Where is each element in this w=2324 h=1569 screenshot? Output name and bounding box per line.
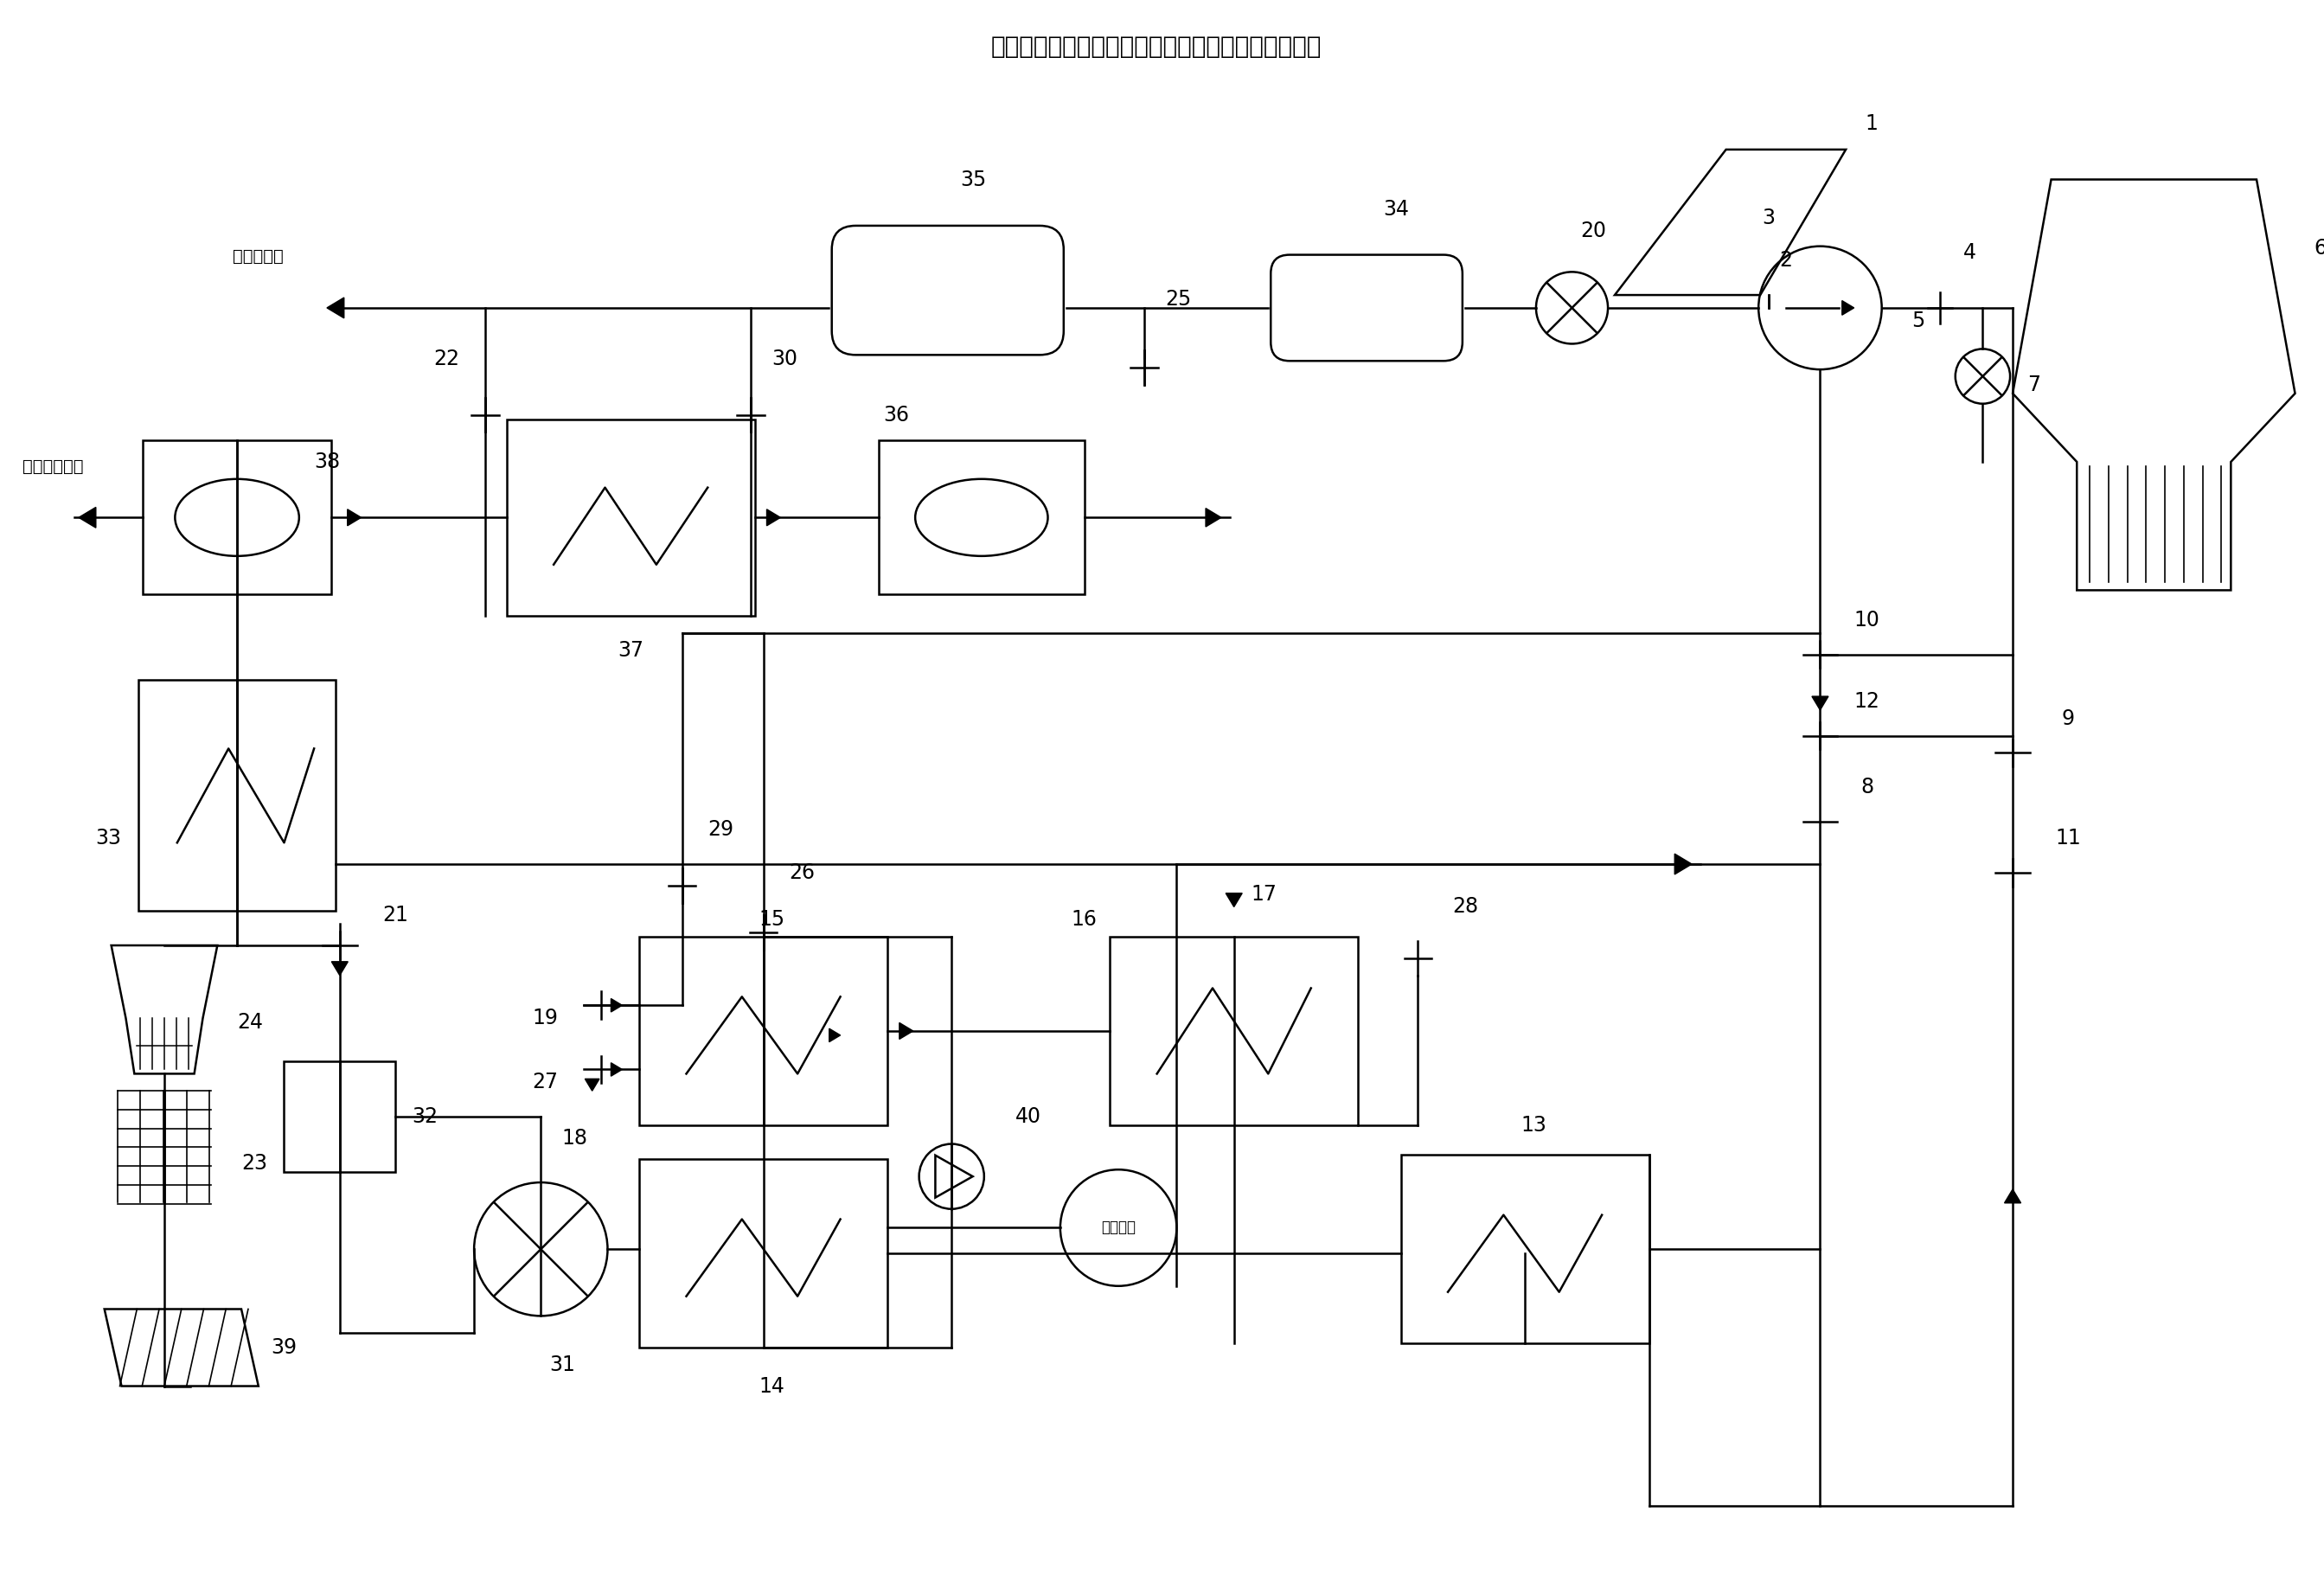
Polygon shape [1225,893,1243,907]
Text: 25: 25 [1164,289,1192,309]
Polygon shape [1813,697,1829,711]
Bar [639,1159,888,1348]
Text: 34: 34 [1383,199,1411,220]
Text: 35: 35 [960,169,985,190]
Text: 18: 18 [562,1128,588,1149]
Text: 凝结水系统: 凝结水系统 [232,248,284,265]
Text: 15: 15 [760,910,786,930]
Text: 28: 28 [1452,896,1478,918]
Text: 一种间接空冷机组循环水余热深度节能综合利用装置: 一种间接空冷机组循环水余热深度节能综合利用装置 [990,35,1322,60]
Polygon shape [899,1023,913,1039]
Bar [142,441,332,595]
Text: 16: 16 [1071,910,1097,930]
Text: 33: 33 [95,828,121,849]
Bar [1401,1155,1650,1343]
Bar [139,679,335,912]
Polygon shape [332,962,349,976]
Text: 26: 26 [788,863,816,883]
Polygon shape [1843,301,1855,315]
Text: 20: 20 [1580,221,1606,242]
Text: 5: 5 [1913,311,1924,331]
Text: 38: 38 [314,452,339,472]
Polygon shape [79,507,95,527]
Polygon shape [611,998,623,1012]
Text: 2: 2 [1780,251,1792,271]
Bar [639,937,888,1125]
Text: 19: 19 [532,1007,558,1029]
Text: 辅助设备: 辅助设备 [1102,1221,1136,1235]
Text: 10: 10 [1855,610,1880,631]
Text: 23: 23 [242,1153,267,1174]
Text: 29: 29 [706,819,734,841]
Text: 锅炉烟气系统: 锅炉烟气系统 [23,458,84,474]
Bar [507,419,755,617]
Text: 13: 13 [1520,1114,1545,1136]
Polygon shape [611,1062,623,1076]
Polygon shape [1206,508,1220,527]
Text: 14: 14 [760,1376,786,1396]
Text: 27: 27 [532,1072,558,1092]
Text: 24: 24 [237,1012,263,1032]
Text: 31: 31 [548,1354,574,1374]
Text: 22: 22 [435,348,460,370]
Text: 12: 12 [1855,690,1880,712]
Text: 3: 3 [1762,207,1776,229]
Text: 1: 1 [1866,113,1878,135]
Polygon shape [2006,1189,2022,1203]
Polygon shape [1676,854,1692,874]
Polygon shape [830,1029,841,1042]
Text: 21: 21 [383,905,409,926]
Text: 9: 9 [2061,708,2075,730]
Polygon shape [349,510,360,526]
Text: 11: 11 [2054,828,2082,849]
Text: 17: 17 [1250,883,1276,904]
Text: 4: 4 [1964,242,1975,262]
Text: 40: 40 [1016,1106,1041,1127]
Text: 7: 7 [2027,375,2040,395]
Bar [284,1061,395,1172]
Text: 37: 37 [618,640,644,661]
Text: 30: 30 [772,348,797,370]
Polygon shape [586,1079,600,1090]
Text: 8: 8 [1862,777,1873,797]
Bar [878,441,1085,595]
Text: 32: 32 [411,1106,439,1127]
Polygon shape [767,510,781,526]
Text: 36: 36 [883,405,909,425]
Text: 6: 6 [2315,237,2324,259]
Bar [1111,937,1357,1125]
Polygon shape [328,298,344,319]
Text: 39: 39 [272,1337,297,1357]
